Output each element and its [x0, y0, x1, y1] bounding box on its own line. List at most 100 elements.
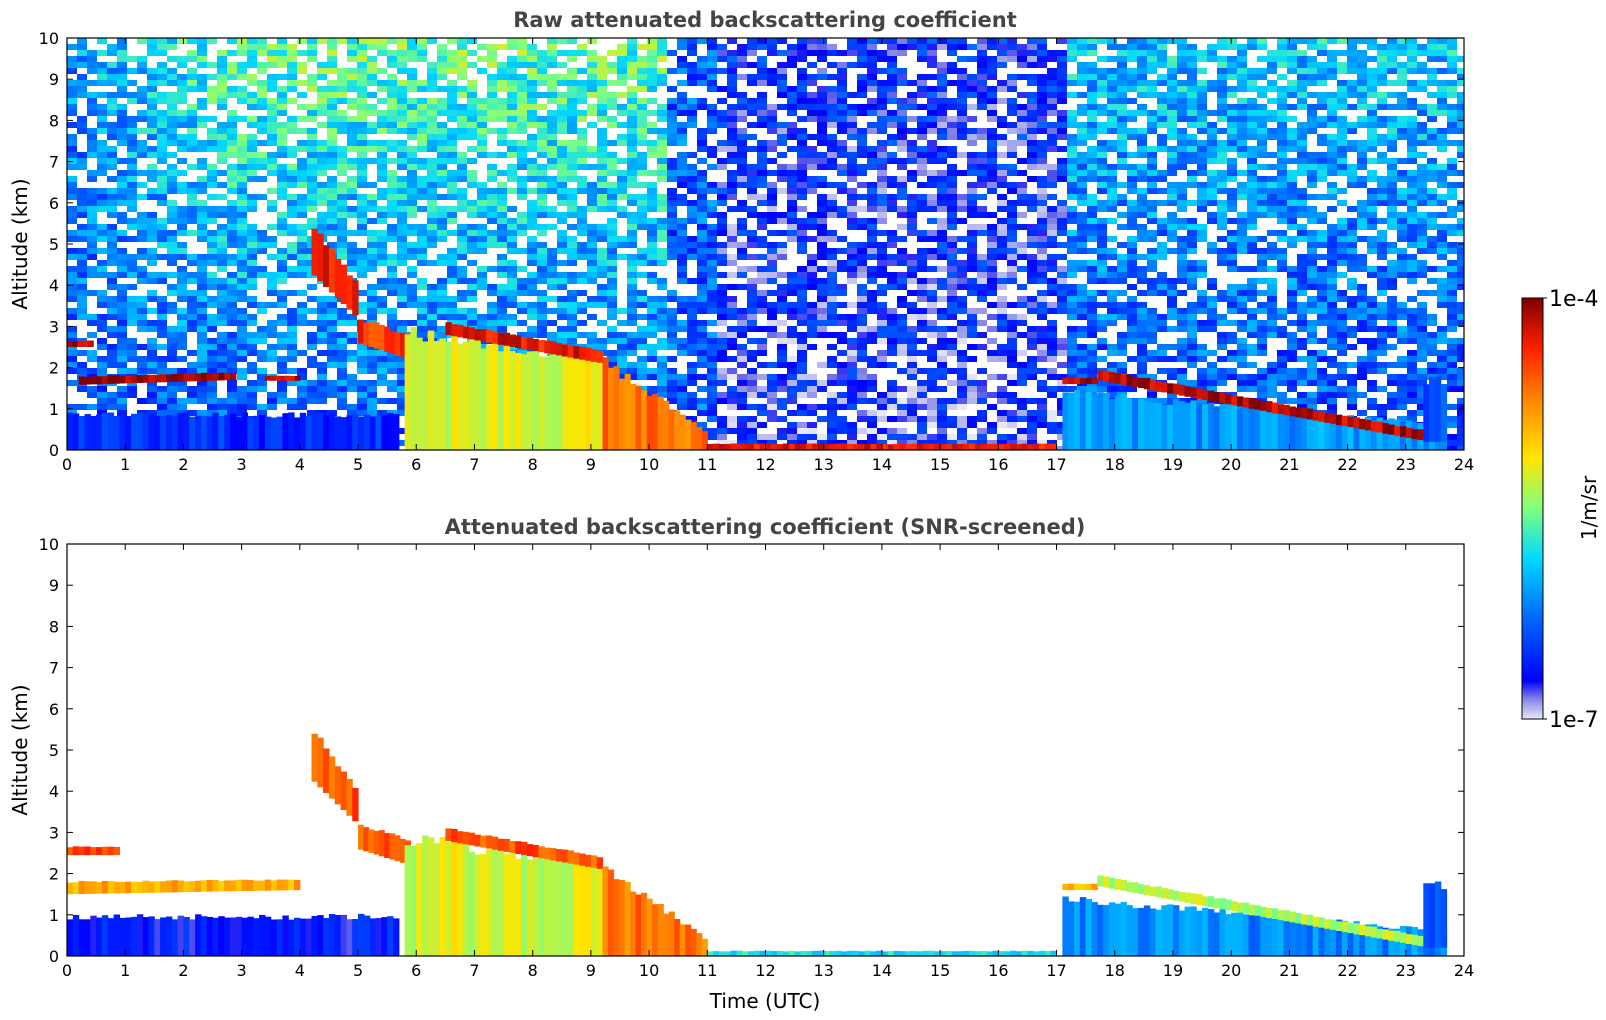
noise-cell [327, 62, 337, 68]
noise-cell [107, 356, 117, 362]
noise-cell [477, 344, 487, 350]
noise-cell [387, 236, 397, 242]
noise-cell [1037, 50, 1047, 56]
noise-cell [977, 74, 987, 80]
noise-cell [967, 200, 977, 206]
noise-cell [397, 128, 407, 134]
noise-cell [617, 56, 627, 62]
noise-cell [557, 278, 567, 284]
noise-cell [907, 224, 917, 230]
noise-cell [687, 74, 697, 80]
noise-cell [997, 230, 1007, 236]
noise-cell [187, 308, 197, 314]
noise-cell [137, 92, 147, 98]
noise-cell [687, 44, 697, 50]
noise-cell [467, 86, 477, 92]
noise-cell [1027, 140, 1037, 146]
noise-cell [217, 368, 227, 374]
noise-cell [737, 332, 747, 338]
noise-cell [747, 188, 757, 194]
noise-cell [997, 434, 1007, 440]
noise-cell [777, 128, 787, 134]
noise-cell [177, 398, 187, 404]
noise-cell [67, 272, 77, 278]
noise-cell [517, 74, 527, 80]
noise-cell [347, 68, 357, 74]
noise-cell [177, 320, 187, 326]
noise-cell [967, 128, 977, 134]
noise-cell [227, 410, 237, 416]
noise-cell [267, 140, 277, 146]
noise-cell [177, 254, 187, 260]
noise-cell [487, 320, 497, 326]
noise-cell [477, 104, 487, 110]
noise-cell [737, 362, 747, 368]
noise-cell [887, 404, 897, 410]
noise-cell [767, 380, 777, 386]
noise-cell [827, 302, 837, 308]
noise-cell [817, 290, 827, 296]
noise-cell [417, 302, 427, 308]
noise-cell [397, 188, 407, 194]
noise-cell [117, 284, 127, 290]
noise-cell [667, 200, 677, 206]
noise-cell [817, 194, 827, 200]
noise-cell [957, 428, 967, 434]
noise-cell [847, 338, 857, 344]
noise-cell [457, 50, 467, 56]
noise-cell [397, 152, 407, 158]
noise-cell [377, 302, 387, 308]
noise-cell [797, 308, 807, 314]
noise-cell [567, 248, 577, 254]
noise-cell [267, 80, 277, 86]
noise-cell [127, 224, 137, 230]
noise-cell [227, 332, 237, 338]
noise-cell [957, 68, 967, 74]
noise-cell [187, 68, 197, 74]
noise-cell [597, 200, 607, 206]
noise-cell [827, 296, 837, 302]
noise-cell [907, 146, 917, 152]
noise-cell [807, 110, 817, 116]
noise-cell [947, 380, 957, 386]
noise-cell [187, 194, 197, 200]
noise-cell [887, 344, 897, 350]
noise-cell [827, 422, 837, 428]
noise-cell [877, 416, 887, 422]
noise-cell [137, 128, 147, 134]
noise-cell [787, 236, 797, 242]
noise-cell [757, 434, 767, 440]
noise-cell [977, 254, 987, 260]
noise-cell [317, 218, 327, 224]
noise-cell [207, 404, 217, 410]
noise-cell [447, 248, 457, 254]
noise-cell [757, 218, 767, 224]
noise-cell [197, 62, 207, 68]
noise-cell [587, 38, 597, 44]
noise-cell [767, 260, 777, 266]
noise-cell [867, 68, 877, 74]
noise-cell [407, 290, 417, 296]
noise-cell [637, 110, 647, 116]
noise-cell [1017, 92, 1027, 98]
noise-cell [377, 296, 387, 302]
noise-cell [947, 434, 957, 440]
noise-cell [997, 200, 1007, 206]
noise-cell [827, 74, 837, 80]
noise-cell [787, 368, 797, 374]
noise-cell [377, 218, 387, 224]
noise-cell [367, 104, 377, 110]
noise-cell [137, 98, 147, 104]
noise-cell [247, 134, 257, 140]
noise-cell [487, 176, 497, 182]
noise-cell [317, 338, 327, 344]
noise-cell [97, 260, 107, 266]
noise-cell [537, 170, 547, 176]
noise-cell [97, 68, 107, 74]
noise-cell [1027, 164, 1037, 170]
noise-cell [217, 236, 227, 242]
noise-cell [667, 104, 677, 110]
noise-cell [257, 104, 267, 110]
noise-cell [477, 206, 487, 212]
noise-cell [387, 230, 397, 236]
